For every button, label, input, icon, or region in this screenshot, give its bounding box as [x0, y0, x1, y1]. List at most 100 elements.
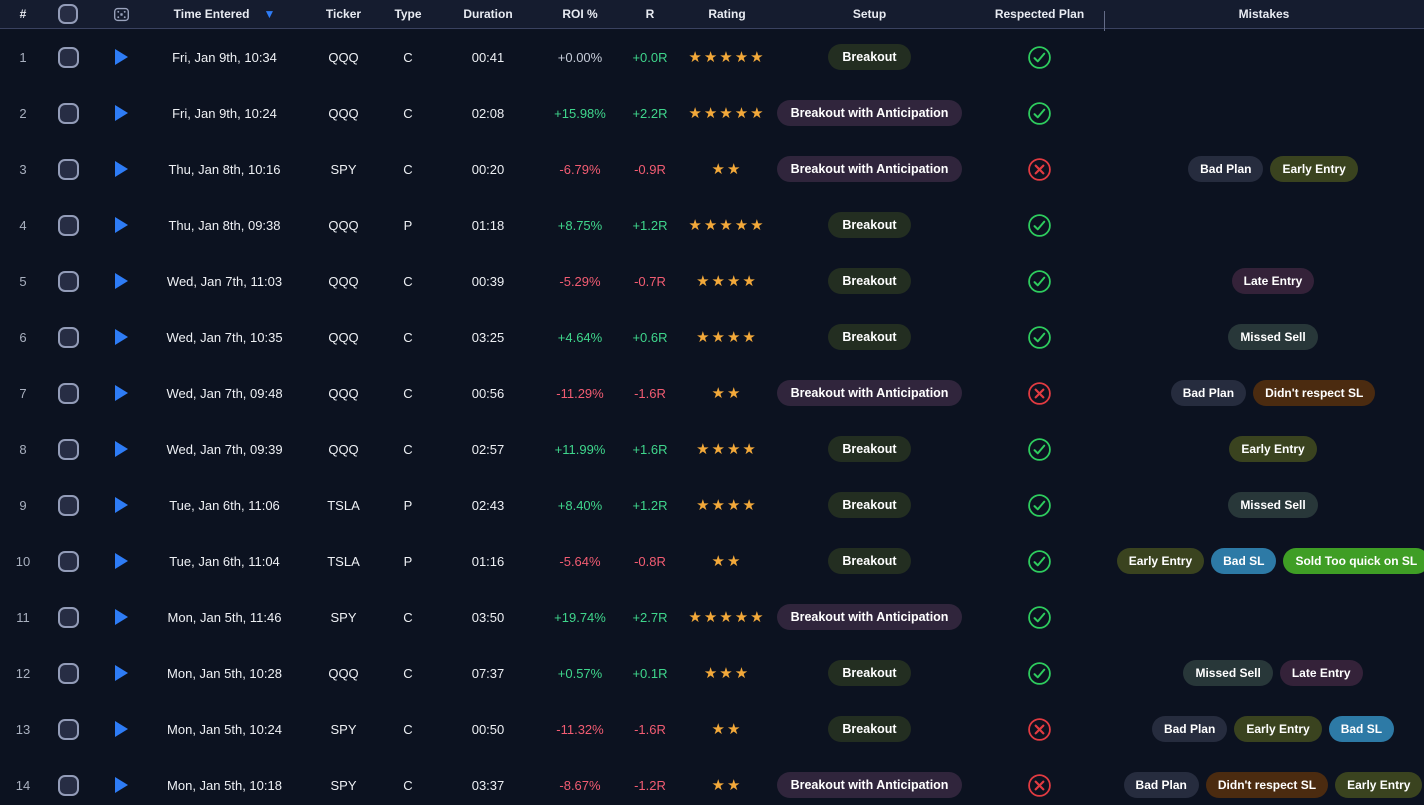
row-checkbox[interactable] [57, 550, 79, 572]
rating-stars: ★★★★ [696, 329, 758, 346]
column-header-roi[interactable]: ROI % [550, 7, 610, 21]
not-respected-cross-icon [1028, 381, 1051, 405]
column-label-ticker[interactable]: Ticker [325, 7, 362, 21]
column-header-r[interactable]: R [610, 7, 690, 21]
play-button[interactable] [114, 721, 128, 737]
setup-badge: Breakout [828, 660, 911, 686]
respected-check-icon [1028, 45, 1051, 69]
row-number: 1 [19, 49, 27, 65]
column-label-time-entered[interactable]: Time Entered [173, 7, 250, 21]
mistake-badge: Late Entry [1279, 660, 1363, 686]
respected-check-icon [1028, 325, 1051, 349]
mistake-badge: Early Entry [1229, 436, 1317, 462]
mistake-badge: Early Entry [1335, 772, 1423, 798]
column-header-rating[interactable]: Rating [690, 7, 764, 21]
play-button[interactable] [114, 609, 128, 625]
column-header-number: # [0, 7, 46, 21]
type-value: P [403, 553, 413, 569]
r-multiple-value: +0.0R [632, 49, 668, 65]
row-checkbox[interactable] [57, 270, 79, 292]
roi-value: -6.79% [559, 161, 601, 177]
time-entered-value: Wed, Jan 7th, 09:39 [166, 441, 283, 457]
table-row: 12 Mon, Jan 5th, 10:28 QQQ C 07:37 +0.57… [0, 645, 1424, 701]
column-label-respected-plan[interactable]: Respected Plan [994, 7, 1085, 21]
r-multiple-value: -0.7R [634, 273, 666, 289]
play-button[interactable] [114, 273, 128, 289]
row-checkbox[interactable] [57, 774, 79, 796]
row-checkbox[interactable] [57, 326, 79, 348]
row-checkbox[interactable] [57, 382, 79, 404]
respected-check-icon [1028, 437, 1051, 461]
row-checkbox[interactable] [57, 214, 79, 236]
play-button[interactable] [114, 553, 128, 569]
column-header-select [46, 4, 90, 24]
time-entered-value: Wed, Jan 7th, 10:35 [166, 329, 283, 345]
row-checkbox[interactable] [57, 46, 79, 68]
setup-badge: Breakout with Anticipation [776, 772, 963, 798]
video-icon [113, 6, 130, 23]
type-value: C [403, 721, 413, 737]
row-checkbox[interactable] [57, 102, 79, 124]
row-checkbox[interactable] [57, 718, 79, 740]
r-multiple-value: -0.8R [634, 553, 666, 569]
play-button[interactable] [114, 161, 128, 177]
column-header-ticker[interactable]: Ticker [297, 7, 390, 21]
column-label-setup[interactable]: Setup [852, 7, 887, 21]
column-label-rating[interactable]: Rating [708, 7, 746, 21]
table-row: 11 Mon, Jan 5th, 11:46 SPY C 03:50 +19.7… [0, 589, 1424, 645]
row-checkbox[interactable] [57, 662, 79, 684]
column-label-duration[interactable]: Duration [463, 7, 513, 21]
r-multiple-value: -0.9R [634, 161, 666, 177]
column-header-respected-plan[interactable]: Respected Plan [975, 7, 1104, 21]
column-header-time-entered[interactable]: Time Entered ▼ [152, 7, 297, 21]
ticker-value: TSLA [327, 553, 360, 569]
play-button[interactable] [114, 497, 128, 513]
sort-descending-icon[interactable]: ▼ [263, 7, 276, 21]
column-header-mistakes[interactable]: Mistakes [1104, 7, 1424, 31]
mistakes-list: Missed Sell [1104, 324, 1424, 350]
play-button[interactable] [114, 441, 128, 457]
row-number: 14 [15, 777, 31, 793]
rating-stars: ★★ [711, 777, 743, 794]
column-header-setup[interactable]: Setup [764, 7, 975, 21]
row-checkbox[interactable] [57, 494, 79, 516]
column-header-duration[interactable]: Duration [426, 7, 550, 21]
duration-value: 00:50 [471, 721, 505, 737]
setup-badge: Breakout [828, 268, 911, 294]
play-button[interactable] [114, 329, 128, 345]
column-label-roi[interactable]: ROI % [562, 7, 598, 21]
duration-value: 02:57 [471, 441, 505, 457]
duration-value: 01:18 [471, 217, 505, 233]
type-value: C [403, 105, 413, 121]
column-header-type[interactable]: Type [390, 7, 426, 21]
mistake-badge: Didn't respect SL [1205, 772, 1329, 798]
column-label-r[interactable]: R [645, 7, 655, 21]
play-button[interactable] [114, 49, 128, 65]
mistake-badge: Early Entry [1116, 548, 1205, 574]
row-checkbox[interactable] [57, 158, 79, 180]
roi-value: -5.29% [559, 273, 601, 289]
r-multiple-value: +2.7R [632, 609, 668, 625]
play-button[interactable] [114, 777, 128, 793]
play-button[interactable] [114, 665, 128, 681]
column-label-mistakes[interactable]: Mistakes [1238, 7, 1290, 21]
play-button[interactable] [114, 385, 128, 401]
not-respected-cross-icon [1028, 157, 1051, 181]
roi-value: +0.57% [557, 665, 603, 681]
row-checkbox[interactable] [57, 438, 79, 460]
play-button[interactable] [114, 105, 128, 121]
play-button[interactable] [114, 217, 128, 233]
time-entered-value: Thu, Jan 8th, 09:38 [168, 217, 281, 233]
rating-stars: ★★ [711, 721, 743, 738]
type-value: C [403, 777, 413, 793]
r-multiple-value: -1.2R [634, 777, 666, 793]
ticker-value: QQQ [328, 385, 359, 401]
mistake-badge: Sold Too quick on SL [1283, 548, 1424, 574]
select-all-checkbox[interactable] [58, 4, 78, 24]
setup-badge: Breakout [828, 548, 911, 574]
row-checkbox[interactable] [57, 606, 79, 628]
ticker-value: QQQ [328, 217, 359, 233]
ticker-value: SPY [330, 721, 357, 737]
time-entered-value: Fri, Jan 9th, 10:24 [172, 105, 277, 121]
column-label-type[interactable]: Type [394, 7, 422, 21]
